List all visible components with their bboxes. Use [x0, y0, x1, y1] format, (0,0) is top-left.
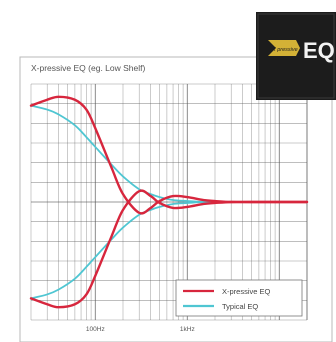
legend-label-xpressive-eq: X-pressive EQ [222, 287, 271, 296]
series-line-x-pressive-eq-boost [29, 95, 309, 215]
legend-box [175, 279, 303, 317]
x-tick-label: 100Hz [86, 326, 105, 333]
chart-legend: X-pressive EQ Typical EQ [175, 279, 303, 317]
legend-label-typical-eq: Typical EQ [222, 302, 258, 311]
brand-logo-frame [257, 13, 335, 99]
x-mark-icon [268, 40, 300, 56]
chart-series-layer [29, 95, 309, 309]
x-tick-labels: 100Hz 1kHz [86, 326, 195, 333]
brand-logo: X pressive EQ [256, 12, 336, 100]
series-line-x-pressive-eq-cut [29, 189, 309, 309]
chart-title: X-pressive EQ (eg. Low Shelf) [31, 63, 145, 73]
brand-logo-text: EQ [303, 38, 335, 63]
brand-logo-badge-text: X pressive [271, 47, 298, 53]
x-tick-label: 1kHz [180, 326, 195, 333]
